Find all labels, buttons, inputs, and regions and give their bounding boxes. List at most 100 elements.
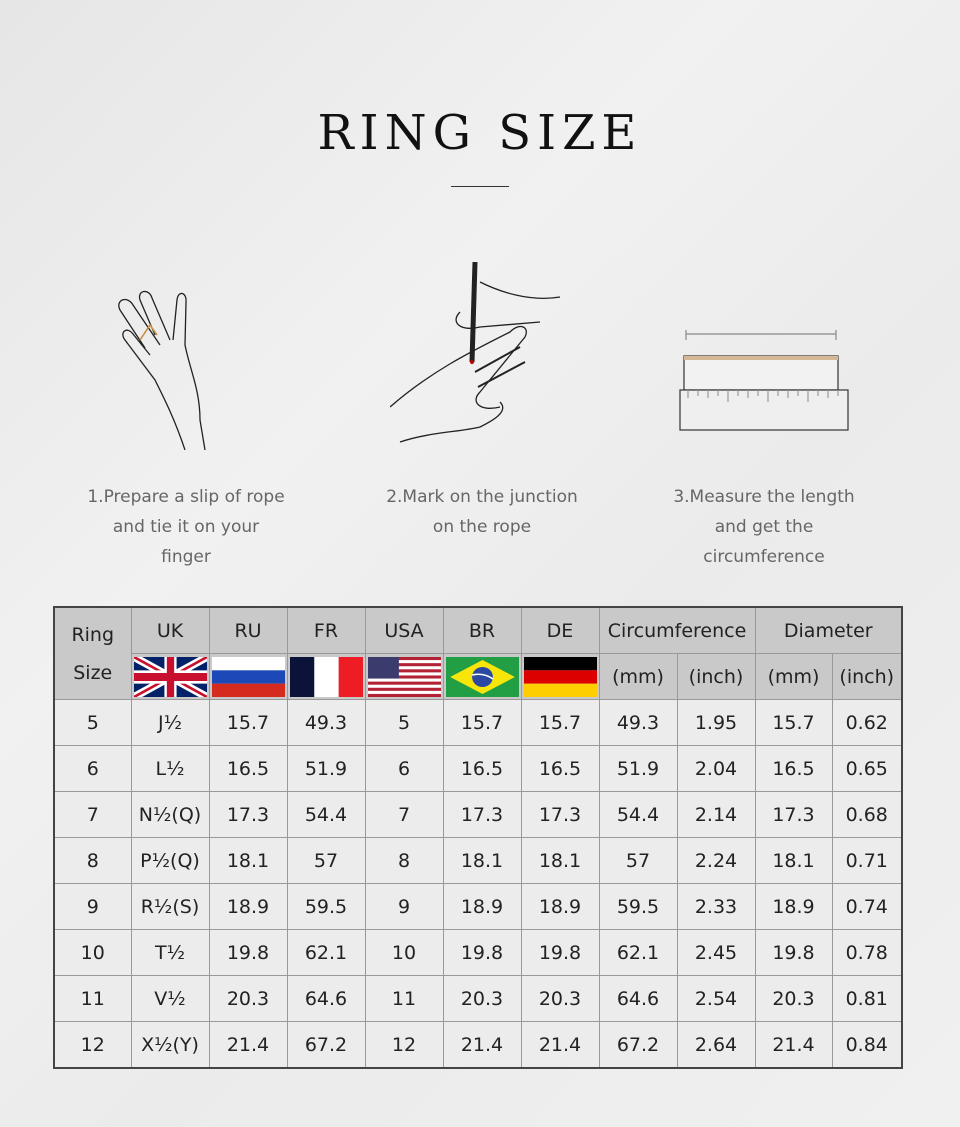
table-cell: 57: [286, 837, 366, 884]
step-3-text: 3.Measure the length and get the circumf…: [634, 482, 894, 572]
table-cell: 2.45: [676, 929, 756, 976]
country-header: FR: [286, 606, 366, 654]
table-cell: 17.3: [208, 791, 288, 838]
step-line: 2.Mark on the junction: [386, 487, 578, 507]
table-cell: 9: [364, 883, 444, 930]
step-line: 1.Prepare a slip of rope: [87, 487, 285, 507]
germany-flag: [520, 653, 600, 700]
table-cell: 19.8: [208, 929, 288, 976]
table-cell: 0.65: [831, 745, 903, 792]
table-row: 12 X½(Y) 21.4 67.2 12 21.4 21.4 67.2 2.64 21.4 0.8…: [53, 1021, 903, 1069]
table-cell: 16.5: [208, 745, 288, 792]
step-line: and tie it on your: [112, 517, 260, 537]
unit-header: (mm): [598, 653, 678, 700]
hand-with-rope-icon: [118, 290, 206, 450]
table-cell: 18.1: [754, 837, 833, 884]
step-2-text: 2.Mark on the junction on the rope: [352, 482, 612, 542]
step-line: finger: [161, 547, 211, 567]
russia-flag: [208, 653, 288, 700]
table-cell: 67.2: [286, 1021, 366, 1069]
diameter-header: Diameter: [754, 606, 903, 654]
table-cell: 62.1: [286, 929, 366, 976]
hand-marking-pen-icon: [390, 262, 561, 443]
table-cell: 7: [53, 791, 132, 838]
table-row: 8 P½(Q) 18.1 57 8 18.1 18.1 57 2.24 18.1 0.71: [53, 837, 903, 884]
table-cell: 18.1: [520, 837, 600, 884]
table-cell: 7: [364, 791, 444, 838]
table-cell: V½: [130, 975, 210, 1022]
header-line: Size: [73, 661, 113, 684]
table-cell: 51.9: [598, 745, 678, 792]
table-cell: 0.62: [831, 699, 903, 746]
table-cell: 21.4: [442, 1021, 522, 1069]
table-cell: 20.3: [208, 975, 288, 1022]
table-cell: 54.4: [286, 791, 366, 838]
table-cell: P½(Q): [130, 837, 210, 884]
table-row: 9 R½(S) 18.9 59.5 9 18.9 18.9 59.5 2.33 18.9 0.74: [53, 883, 903, 930]
table-cell: 16.5: [754, 745, 833, 792]
country-header: USA: [364, 606, 444, 654]
step-1-text: 1.Prepare a slip of rope and tie it on y…: [56, 482, 316, 572]
country-header: UK: [130, 606, 210, 654]
table-cell: 16.5: [520, 745, 600, 792]
circumference-header: Circumference: [598, 606, 756, 654]
table-cell: 57: [598, 837, 678, 884]
table-cell: 64.6: [286, 975, 366, 1022]
table-cell: 2.54: [676, 975, 756, 1022]
table-cell: 64.6: [598, 975, 678, 1022]
table-cell: 12: [53, 1021, 132, 1069]
table-cell: 21.4: [754, 1021, 833, 1069]
table-cell: 2.33: [676, 883, 756, 930]
ring-size-table: Ring Size UK RU FR USA BR DE Circumferenc…: [53, 606, 903, 1069]
table-row: 6 L½ 16.5 51.9 6 16.5 16.5 51.9 2.04 16.5 0.65: [53, 745, 903, 792]
table-cell: 0.74: [831, 883, 903, 930]
table-row: 7 N½(Q) 17.3 54.4 7 17.3 17.3 54.4 2.14 17.3 0.68: [53, 791, 903, 838]
table-cell: 11: [364, 975, 444, 1022]
unit-header: (mm): [754, 653, 833, 700]
table-cell: 15.7: [442, 699, 522, 746]
table-cell: 10: [53, 929, 132, 976]
table-cell: 51.9: [286, 745, 366, 792]
table-cell: 2.64: [676, 1021, 756, 1069]
step-line: 3.Measure the length: [673, 487, 855, 507]
table-cell: 18.1: [208, 837, 288, 884]
page-title: RING SIZE: [317, 105, 643, 161]
country-header: BR: [442, 606, 522, 654]
table-row: 10 T½ 19.8 62.1 10 19.8 19.8 62.1 2.45 19.8 0.78: [53, 929, 903, 976]
table-cell: 8: [53, 837, 132, 884]
table-row: 5 J½ 15.7 49.3 5 15.7 15.7 49.3 1.95 15.7 0.62: [53, 699, 903, 746]
table-cell: 6: [364, 745, 444, 792]
table-cell: 9: [53, 883, 132, 930]
table-cell: 19.8: [520, 929, 600, 976]
usa-flag: [364, 653, 444, 700]
table-cell: 18.1: [442, 837, 522, 884]
title-divider: [451, 186, 509, 187]
table-cell: R½(S): [130, 883, 210, 930]
table-cell: 49.3: [598, 699, 678, 746]
table-cell: 20.3: [520, 975, 600, 1022]
table-cell: 21.4: [520, 1021, 600, 1069]
table-cell: 11: [53, 975, 132, 1022]
table-cell: 18.9: [520, 883, 600, 930]
table-cell: 0.81: [831, 975, 903, 1022]
table-cell: 1.95: [676, 699, 756, 746]
table-cell: 17.3: [520, 791, 600, 838]
ruler-measure-icon: [679, 330, 849, 431]
step-line: circumference: [703, 547, 825, 567]
table-cell: 8: [364, 837, 444, 884]
table-cell: 2.24: [676, 837, 756, 884]
table-cell: 15.7: [520, 699, 600, 746]
uk-flag: [130, 653, 210, 700]
table-cell: N½(Q): [130, 791, 210, 838]
table-cell: 2.14: [676, 791, 756, 838]
table-cell: 59.5: [286, 883, 366, 930]
table-cell: L½: [130, 745, 210, 792]
table-cell: 18.9: [208, 883, 288, 930]
step-line: on the rope: [432, 517, 532, 537]
unit-header: (inch): [676, 653, 756, 700]
table-cell: 6: [53, 745, 132, 792]
brazil-flag: [442, 653, 522, 700]
table-cell: 67.2: [598, 1021, 678, 1069]
country-header: RU: [208, 606, 288, 654]
table-cell: 49.3: [286, 699, 366, 746]
